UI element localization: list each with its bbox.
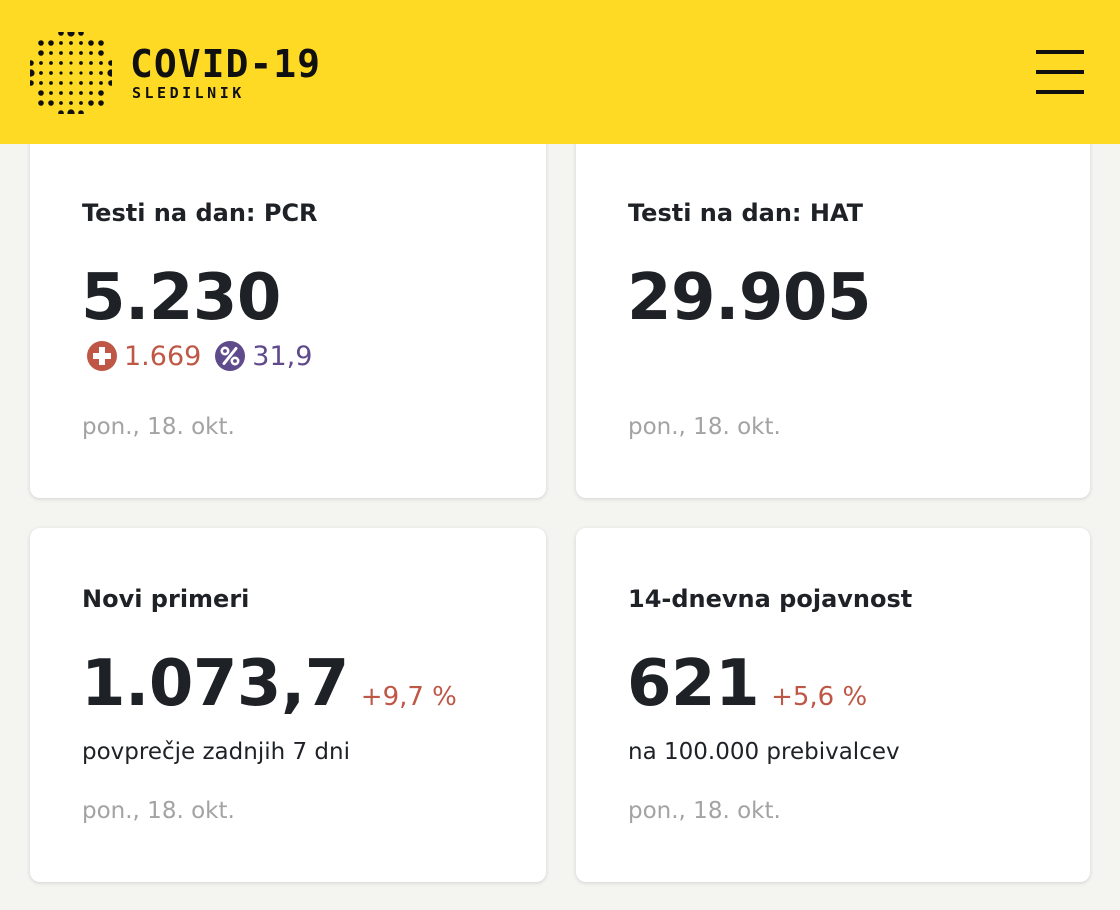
card-title: Testi na dan: PCR bbox=[82, 199, 318, 227]
positive-count: 1.669 bbox=[124, 340, 202, 372]
card-new-cases: Novi primeri 1.073,7 +9,7 % povprečje zad… bbox=[30, 528, 546, 882]
card-value: 5.230 bbox=[81, 261, 281, 335]
card-subtitle: povprečje zadnjih 7 dni bbox=[82, 739, 351, 765]
card-subtitle: na 100.000 prebivalcev bbox=[628, 739, 900, 765]
brand-title[interactable]: COVID-19 bbox=[130, 42, 322, 86]
card-value: 1.073,7 bbox=[81, 647, 349, 721]
value-row: 1.073,7 +9,7 % bbox=[81, 648, 457, 720]
test-stats-row: 1.669 31,9 bbox=[87, 340, 326, 372]
value-row: 621 +5,6 % bbox=[627, 648, 867, 720]
card-date: pon., 18. okt. bbox=[82, 798, 235, 824]
dotted-virus-logo-icon[interactable] bbox=[30, 32, 112, 114]
change-percent: +9,7 % bbox=[360, 682, 457, 712]
card-value: 621 bbox=[627, 647, 760, 721]
card-title: Testi na dan: HAT bbox=[628, 199, 864, 227]
change-percent: +5,6 % bbox=[771, 682, 868, 712]
brand-subtitle[interactable]: SLEDILNIK bbox=[132, 84, 245, 102]
card-date: pon., 18. okt. bbox=[628, 798, 781, 824]
site-header: COVID-19 SLEDILNIK bbox=[0, 0, 1120, 144]
hamburger-menu-icon[interactable] bbox=[1030, 46, 1090, 98]
card-title: Novi primeri bbox=[82, 585, 250, 613]
positive-percent: 31,9 bbox=[252, 340, 313, 372]
card-hat-tests: Testi na dan: HAT 29.905 pon., 18. okt. bbox=[576, 134, 1090, 498]
percent-circle-icon bbox=[215, 341, 246, 371]
card-date: pon., 18. okt. bbox=[82, 414, 235, 440]
card-value: 29.905 bbox=[627, 261, 871, 335]
card-title: 14-dnevna pojavnost bbox=[628, 585, 913, 613]
card-14-day-incidence: 14-dnevna pojavnost 621 +5,6 % na 100.000… bbox=[576, 528, 1090, 882]
card-date: pon., 18. okt. bbox=[628, 414, 781, 440]
card-pcr-tests: Testi na dan: PCR 5.230 1.669 31,9 pon.,… bbox=[30, 134, 546, 498]
plus-circle-icon bbox=[87, 341, 117, 371]
